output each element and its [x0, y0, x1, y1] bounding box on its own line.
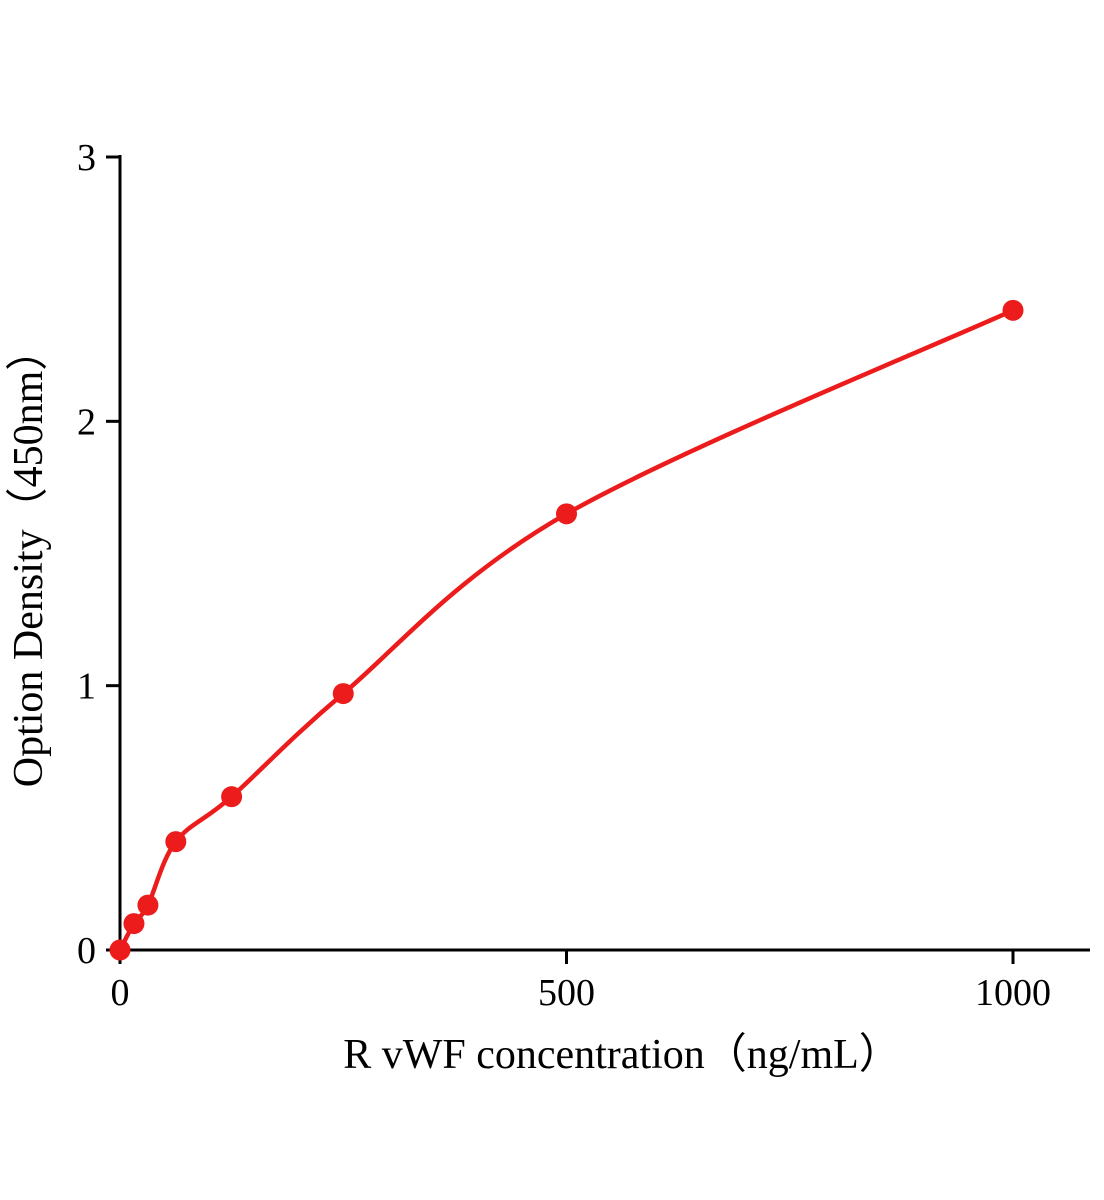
y-tick-label: 3: [77, 137, 96, 179]
data-point: [165, 831, 187, 853]
x-tick-label: 500: [538, 972, 595, 1014]
y-tick-label: 0: [77, 930, 96, 972]
x-axis-label: R vWF concentration（ng/mL）: [343, 1032, 901, 1078]
data-point: [1002, 299, 1024, 321]
data-point: [332, 683, 354, 705]
data-point: [109, 939, 131, 961]
data-point: [123, 913, 145, 935]
data-point: [137, 894, 159, 916]
x-tick-label: 0: [111, 972, 130, 1014]
data-point: [221, 786, 243, 808]
x-tick-label: 1000: [975, 972, 1051, 1014]
y-tick-label: 2: [77, 401, 96, 443]
y-axis-label: Option Density（450nm）: [6, 329, 52, 788]
y-tick-label: 1: [77, 666, 96, 708]
fit-curve: [117, 308, 1016, 953]
chart-layer: 0 500 1000 0 1 2 3: [77, 137, 1090, 1014]
data-point: [556, 503, 577, 525]
